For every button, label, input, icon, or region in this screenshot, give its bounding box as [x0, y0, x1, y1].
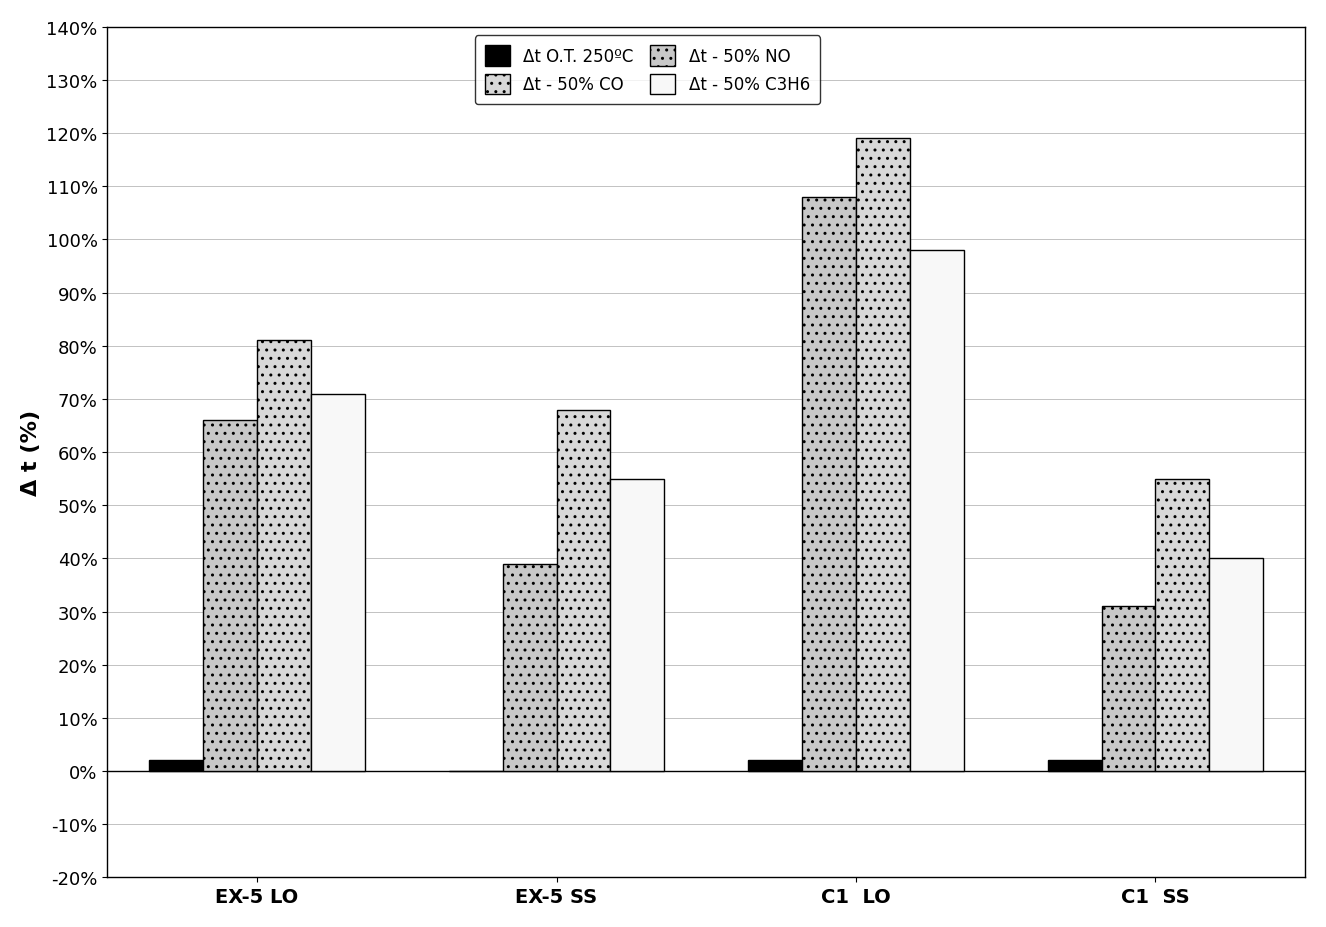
Bar [1155, 479, 1209, 771]
Y-axis label: Δ t (%): Δ t (%) [21, 410, 41, 496]
Bar [503, 565, 557, 771]
Bar [748, 761, 802, 771]
Bar [1209, 559, 1264, 771]
Bar [312, 394, 365, 771]
Bar [557, 410, 610, 771]
Legend: Δt O.T. 250ºC, Δt - 50% CO, Δt - 50% NO, Δt - 50% C3H6: Δt O.T. 250ºC, Δt - 50% CO, Δt - 50% NO,… [475, 36, 819, 105]
Bar [1048, 761, 1102, 771]
Bar [857, 139, 910, 771]
Bar [257, 341, 312, 771]
Bar [802, 197, 857, 771]
Bar [150, 761, 203, 771]
Bar [203, 421, 257, 771]
Bar [910, 251, 964, 771]
Bar [1102, 606, 1155, 771]
Bar [610, 479, 664, 771]
